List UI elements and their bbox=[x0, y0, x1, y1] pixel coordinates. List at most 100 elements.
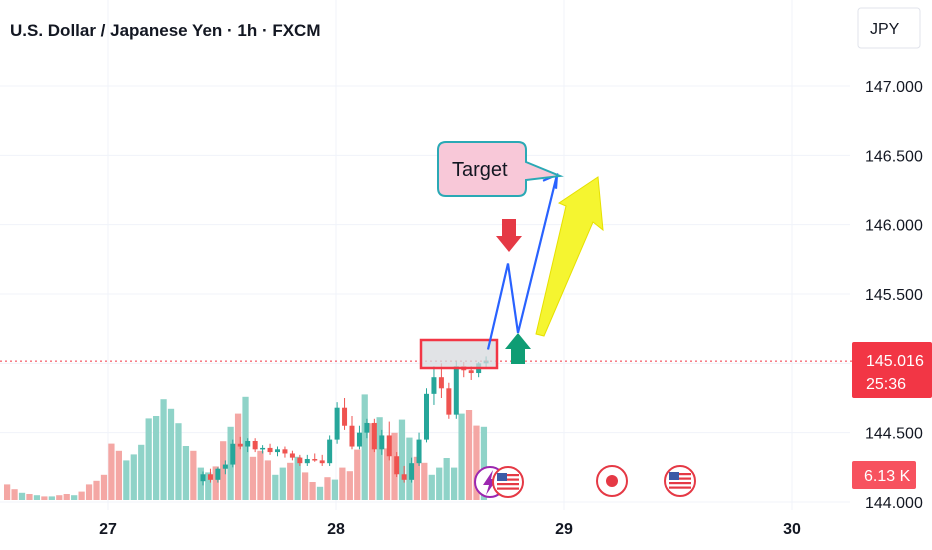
volume-bar bbox=[41, 496, 48, 500]
volume-bar bbox=[294, 456, 301, 500]
volume-bar bbox=[130, 454, 137, 500]
volume-bar bbox=[480, 426, 488, 500]
volume-bar bbox=[331, 479, 339, 500]
candles bbox=[200, 356, 489, 486]
candle-body bbox=[327, 439, 333, 464]
volume-bar bbox=[234, 413, 242, 500]
volume-bar bbox=[182, 446, 190, 500]
candle-body bbox=[431, 377, 437, 394]
candle-body bbox=[207, 474, 213, 480]
candle-body bbox=[371, 422, 377, 450]
target-label: Target bbox=[452, 159, 508, 181]
candle-body bbox=[319, 460, 325, 464]
bullish-arrow-icon[interactable] bbox=[535, 176, 604, 337]
volume-bar bbox=[451, 467, 458, 500]
volume-bars bbox=[4, 394, 488, 500]
candle-body bbox=[215, 468, 221, 480]
volume-bar bbox=[85, 484, 93, 500]
candle-body bbox=[304, 459, 310, 464]
volume-bar bbox=[190, 450, 197, 500]
volume-bar bbox=[443, 458, 450, 500]
time-tick-label: 29 bbox=[555, 521, 573, 538]
entry-zone-box[interactable] bbox=[419, 338, 499, 370]
time-tick-label: 30 bbox=[783, 521, 801, 538]
volume-bar bbox=[458, 413, 465, 500]
chart-title: U.S. Dollar / Japanese Yen · 1h · FXCM bbox=[10, 21, 321, 40]
time-axis-ticks: 27 28 29 30 bbox=[99, 521, 801, 538]
volume-bar bbox=[123, 460, 130, 500]
volume-bar bbox=[56, 495, 63, 500]
candle-body bbox=[379, 435, 385, 450]
volume-bar bbox=[153, 416, 160, 500]
candle-body bbox=[356, 432, 362, 447]
volume-bar bbox=[115, 450, 122, 500]
volume-bar bbox=[413, 456, 420, 500]
candle-body bbox=[438, 377, 444, 389]
volume-bar bbox=[376, 417, 383, 500]
volume-bar bbox=[48, 496, 55, 500]
volume-bar bbox=[71, 495, 78, 500]
candle-body bbox=[424, 393, 429, 440]
down-arrow-icon[interactable] bbox=[496, 219, 522, 252]
volume-bar bbox=[272, 474, 279, 500]
price-tick-label: 146.500 bbox=[865, 148, 923, 165]
volume-bar bbox=[167, 408, 175, 500]
volume-bar bbox=[205, 472, 212, 500]
volume-bar bbox=[138, 444, 145, 500]
volume-bar bbox=[100, 474, 108, 500]
time-tick-label: 28 bbox=[327, 521, 345, 538]
candle-body bbox=[468, 370, 474, 374]
price-tick-label: 144.500 bbox=[865, 426, 923, 443]
candle-body bbox=[289, 453, 295, 458]
time-tick-label: 27 bbox=[99, 521, 117, 538]
volume-bar bbox=[4, 484, 11, 500]
volume-bar bbox=[316, 486, 324, 500]
volume-bar bbox=[249, 456, 257, 500]
price-tick-label: 144.000 bbox=[865, 495, 923, 512]
volume-badge: 6.13 K bbox=[852, 461, 916, 489]
volume-bar bbox=[33, 495, 41, 500]
volume-bar bbox=[369, 423, 376, 500]
price-axis-ticks: 147.000 146.500 146.000 145.500 144.500 144.0… bbox=[865, 79, 923, 512]
volume-bar bbox=[361, 394, 368, 500]
last-price-value: 145.016 bbox=[866, 353, 924, 370]
currency-button[interactable] bbox=[857, 7, 921, 49]
volume-bar bbox=[302, 472, 309, 500]
candle-body bbox=[446, 388, 452, 415]
currency-label: JPY bbox=[870, 21, 900, 38]
japan-flag-event-icon[interactable] bbox=[596, 465, 628, 497]
candle-body bbox=[282, 449, 288, 454]
us-flag-event-icon[interactable] bbox=[664, 465, 696, 497]
up-arrow-icon[interactable] bbox=[505, 333, 531, 364]
projection-path[interactable] bbox=[486, 174, 559, 350]
price-tick-label: 145.500 bbox=[865, 287, 923, 304]
volume-bar bbox=[339, 467, 346, 500]
candle-body bbox=[245, 440, 251, 447]
candle-body bbox=[200, 474, 206, 482]
price-tick-label: 147.000 bbox=[865, 79, 923, 96]
volume-bar bbox=[78, 491, 85, 500]
volume-bar bbox=[108, 443, 115, 500]
volume-bar bbox=[26, 494, 33, 500]
volume-bar bbox=[145, 418, 152, 500]
volume-bar bbox=[346, 471, 353, 500]
candle-body bbox=[260, 447, 266, 450]
candle-body bbox=[237, 443, 243, 447]
price-scale-panel[interactable] bbox=[850, 0, 932, 550]
volume-bar bbox=[309, 482, 316, 500]
volume-bar bbox=[257, 450, 264, 500]
candle-body bbox=[312, 459, 318, 461]
target-callout[interactable]: Target bbox=[437, 141, 564, 197]
us-flag-event-icon[interactable] bbox=[492, 466, 524, 498]
volume-bar bbox=[473, 425, 480, 500]
price-tick-label: 146.000 bbox=[865, 218, 923, 235]
candle-body bbox=[222, 464, 228, 469]
candle-body bbox=[416, 439, 422, 464]
bar-countdown: 25:36 bbox=[866, 376, 906, 393]
candle-body bbox=[349, 425, 355, 447]
volume-bar bbox=[220, 441, 227, 500]
candle-body bbox=[386, 435, 392, 457]
volume-bar bbox=[465, 410, 473, 500]
candle-body bbox=[230, 443, 236, 465]
